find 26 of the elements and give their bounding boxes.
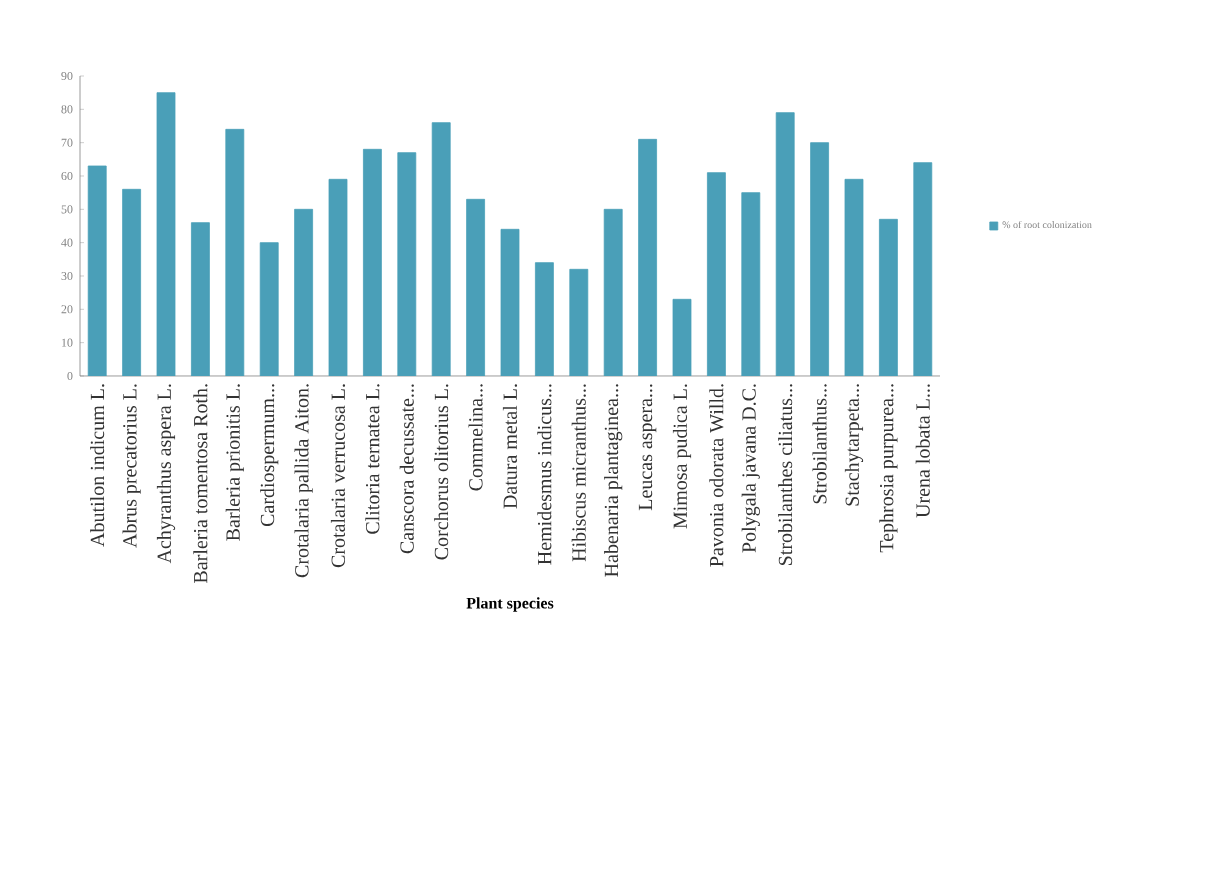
x-tick-label: Corchorus olitorius L. <box>434 384 449 560</box>
x-tick-label: Crotalaria pallida Aiton. <box>294 384 313 578</box>
x-tick-label: Habenaria plantaginea... <box>604 384 623 577</box>
x-tick-label: Commelina... <box>468 384 483 491</box>
x-tick-label: Mimosa pudica L. <box>672 384 692 529</box>
x-tick-label: Datura metal L. <box>502 384 518 509</box>
x-tick-label: Hemidesmus indicus... <box>537 384 552 565</box>
x-tick-label: Barleria tomentosa Roth. <box>193 384 208 583</box>
x-tick-label: Abutilon indicum L. <box>90 384 105 547</box>
x-tick-label: Hibiscus micranthus... <box>571 384 586 562</box>
x-tick-label: Polygala javana D.C. <box>741 384 760 553</box>
x-tick-label: Crotalaria verrucosa L. <box>330 384 346 568</box>
x-tick-label: Leucas aspera... <box>638 384 657 511</box>
x-tick-label: Abrus precatorius L. <box>122 384 141 548</box>
x-axis-title: Plant species <box>466 597 554 612</box>
x-tick-label: Cardiospermum... <box>260 384 279 527</box>
x-tick-label: Tephrosia purpurea... <box>879 384 898 553</box>
x-tick-label: Achyranthus aspera L. <box>156 384 176 564</box>
x-tick-label: Clitoria ternatea L. <box>365 384 380 534</box>
x-tick-label: Stachytarpeta... <box>844 384 864 506</box>
x-tick-label: Strobilanthes ciliatus... <box>778 384 793 565</box>
x-tick-label: Urena lobata L... <box>915 384 930 518</box>
x-tick-label: Strobilanthus... <box>812 384 827 504</box>
x-tick-label: Barleria prionitis L. <box>225 384 244 541</box>
x-tick-label: Pavonia odorata Willd. <box>709 384 724 567</box>
x-tick-label: Canscora decussate... <box>399 384 414 554</box>
